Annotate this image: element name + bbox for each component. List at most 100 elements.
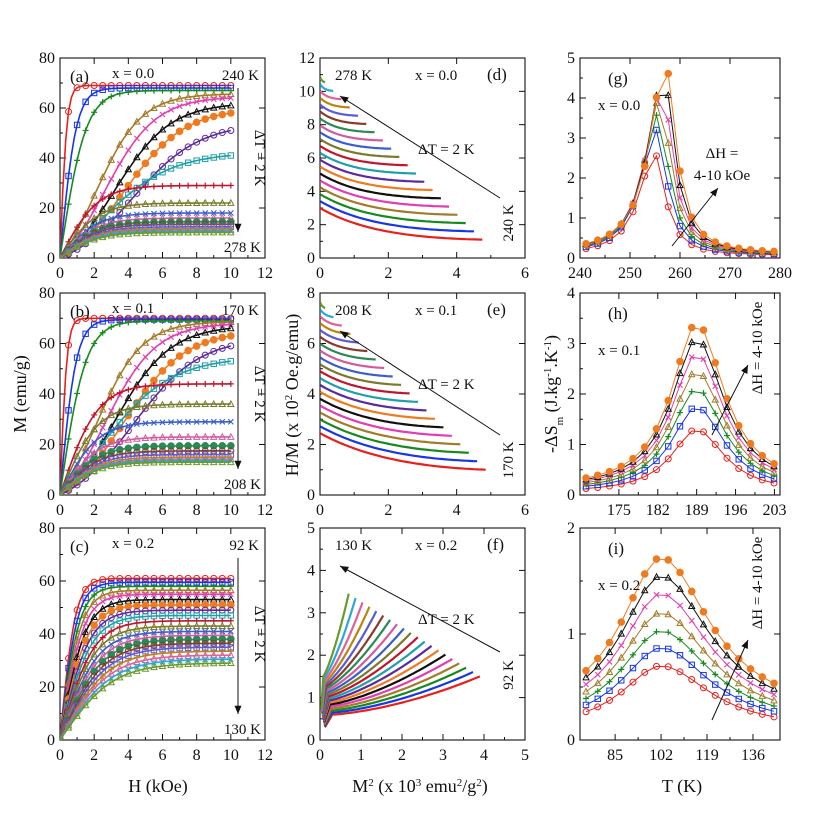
panel-b-data-point (82, 330, 89, 338)
panel-a-data-point (167, 119, 175, 127)
panel-b-data-point (192, 432, 201, 440)
panel-c-data-point (185, 591, 192, 598)
panel-i-data-point (641, 668, 649, 676)
panel-a-data-point (202, 155, 209, 163)
panel-b-data-point (210, 360, 217, 367)
panel-a-data-point (82, 98, 89, 106)
panel-b: 0 2 4 6 8 10 12 0 20 40 60 80 (b) x = 0.1 170 K 208 K ΔT… (39, 285, 273, 519)
panel-b-data-point (124, 459, 133, 467)
panel-d: 0 2 4 6 0 2 4 6 8 10 12 (d) x = 0.0 278 K ΔT = 2 K 240 … (299, 50, 529, 282)
panel-a-data-point (219, 182, 226, 189)
panel-i-data-point (759, 686, 766, 693)
panel-a-data-point (158, 199, 167, 207)
panel-e-series-line (320, 315, 343, 327)
panel-a-data-point (115, 230, 124, 238)
panel-i-data-point (771, 703, 777, 710)
panel-b-data-point (227, 357, 235, 365)
panel-a-data-point (218, 102, 227, 110)
panel-d-temperature-arrow (339, 95, 501, 199)
panel-i-data-point (594, 671, 601, 678)
panel-h-data-point (640, 456, 649, 464)
panel-e-y-tick-label: 0 (307, 487, 315, 504)
panel-i-data-point (771, 691, 777, 698)
panel-h-data-point (688, 388, 695, 395)
panel-c-data-point (107, 650, 116, 659)
panel-b-series-line (60, 403, 231, 495)
panel-d-series-line (320, 76, 326, 84)
panel-a-data-point (133, 229, 141, 237)
panel-c-data-point (116, 624, 123, 631)
panel-c-data-point (90, 612, 99, 621)
panel-a-data-point (65, 172, 72, 180)
panel-f-series-line (320, 593, 350, 709)
panel-e-series-line (320, 356, 393, 378)
panel-b-data-point (175, 322, 184, 330)
panel-g-data-point (629, 201, 637, 209)
panel-a-data-point (184, 110, 192, 118)
panel-f-y-tick-label: 2 (307, 647, 315, 664)
panel-c-data-point (193, 574, 201, 582)
panel-c-y-tick-label: 20 (39, 679, 55, 696)
panel-b-data-point (193, 356, 201, 364)
panel-h-data-point (699, 326, 708, 334)
panel-i-data-point (618, 642, 625, 649)
panel-h-field-arrow (711, 364, 749, 436)
panel-g-field-arrow-head (710, 188, 718, 197)
panel-f-plot-area (320, 593, 481, 728)
panel-e-series-line (320, 432, 486, 471)
panel-b-data-point (116, 389, 123, 396)
panel-b-data-point (175, 458, 184, 466)
panel-b-data-point (73, 317, 81, 325)
panel-g-data-point (664, 69, 673, 78)
panel-c-data-point (141, 574, 149, 582)
panel-f-x-tick-label: 4 (480, 747, 488, 764)
panel-d-delta-t: ΔT = 2 K (418, 142, 475, 158)
panel-h-data-point (747, 460, 754, 467)
panel-a-data-point (185, 87, 192, 94)
panel-a-data-point (218, 110, 227, 119)
panel-h-data-point (747, 471, 754, 479)
panel-i-data-point (630, 622, 636, 629)
panel-c-data-point (99, 663, 107, 671)
panel-h-data-point (641, 473, 649, 481)
panel-d-temp-high: 240 K (501, 204, 517, 241)
panel-g-data-point (676, 231, 684, 239)
panel-b-data-point (176, 419, 183, 425)
panel-a-data-point (209, 228, 218, 236)
panel-b-data-point (219, 322, 226, 329)
panel-c-data-point (99, 576, 107, 584)
panel-b-data-point (175, 442, 184, 450)
panel-c-data-point (167, 586, 175, 594)
panel-c-data-point (175, 622, 184, 630)
panel-g-data-point (664, 138, 673, 146)
x-axis-label-m-squared-part: /g (462, 776, 476, 796)
panel-c-data-point (226, 586, 235, 594)
panel-b-data-point (82, 359, 89, 366)
panel-a-data-point (192, 198, 201, 206)
panel-c-data-point (90, 684, 99, 692)
panel-c-series-line (60, 662, 231, 740)
panel-i-data-point (629, 636, 637, 644)
panel-c-data-point (158, 622, 167, 630)
panel-c-data-point (168, 591, 175, 598)
panel-c-data-point (133, 645, 141, 653)
panel-c-data-point (98, 604, 107, 612)
panel-a-data-point (226, 198, 235, 206)
panel-c-data-point (108, 594, 115, 601)
panel-e-y-tick-label: 4 (307, 386, 315, 403)
panel-c-data-point (116, 610, 124, 618)
panel-a-data-point (74, 224, 81, 231)
panel-c-data-point (133, 631, 140, 638)
panel-f-series-line (321, 632, 412, 718)
panel-c-data-point (60, 735, 63, 740)
panel-h-data-point (652, 443, 661, 451)
panel-h-data-point (629, 454, 637, 463)
panel-h-x-tick-label: 175 (607, 502, 631, 519)
panel-h-series-line (585, 390, 775, 485)
panel-a-data-point (219, 210, 226, 216)
panel-e-series-line (320, 342, 376, 361)
panel-d-y-tick-label: 2 (307, 217, 315, 234)
panel-h-data-point (593, 471, 602, 480)
panel-c-data-point (192, 621, 201, 630)
panel-g-y-tick-label: 3 (567, 130, 575, 147)
